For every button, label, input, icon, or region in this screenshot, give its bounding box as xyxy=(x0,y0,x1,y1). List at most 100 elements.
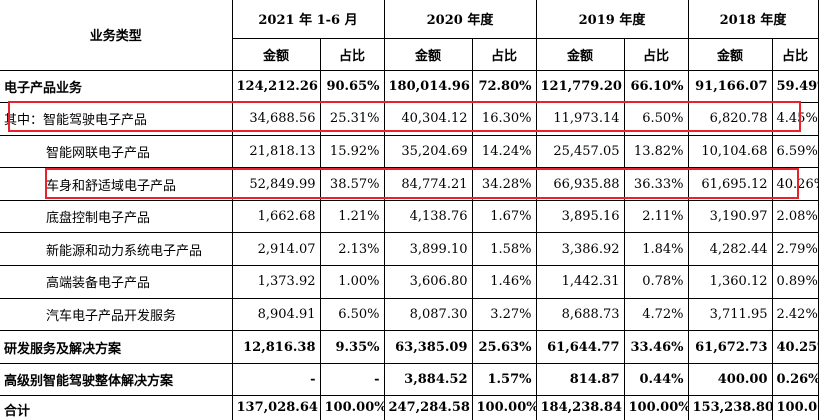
amount-cell: 137,028.64 xyxy=(231,395,321,420)
row-label-cell: 车身和舒适域电子产品 xyxy=(0,167,233,201)
ratio-cell: 38.57% xyxy=(319,167,385,201)
amount-cell: 40,304.12 xyxy=(383,102,473,136)
ratio-cell: 100.00% xyxy=(623,395,689,420)
row-label: 智能网联电子产品 xyxy=(46,145,151,161)
ratio-cell: 90.65% xyxy=(319,69,385,104)
ratio-cell: 14.24% xyxy=(471,134,537,169)
ratio-cell: 1.84% xyxy=(623,232,689,267)
amount-cell: - xyxy=(231,362,321,397)
row-prefix: 其中： xyxy=(4,113,44,129)
amount-cell: 4,138.76 xyxy=(383,199,473,234)
table-row: 底盘控制电子产品 1,662.68 1.21% 4,138.76 1.67% 3,895.… xyxy=(0,199,819,234)
header-period-2019: 2019 年度 xyxy=(535,0,689,39)
ratio-cell: 15.92% xyxy=(319,134,385,169)
ratio-cell: 66.10% xyxy=(623,69,689,104)
ratio-cell: 100.00% xyxy=(471,395,537,420)
table-row: 其中：智能驾驶电子产品 34,688.56 25.31% 40,304.12 16.30… xyxy=(0,102,819,136)
row-label: 车身和舒适域电子产品 xyxy=(46,178,177,194)
amount-cell: 247,284.58 xyxy=(383,395,473,420)
amount-cell: 184,238.84 xyxy=(535,395,625,420)
row-label: 高级别智能驾驶整体解决方案 xyxy=(4,374,174,390)
ratio-cell: 34.28% xyxy=(471,167,537,201)
ratio-cell: 59.49% xyxy=(771,69,819,104)
header-ratio-0: 占比 xyxy=(319,37,385,71)
row-label-cell: 汽车电子产品开发服务 xyxy=(0,297,233,332)
amount-cell: 121,779.20 xyxy=(535,69,625,104)
ratio-cell: 1.58% xyxy=(471,232,537,267)
ratio-cell: 1.46% xyxy=(471,265,537,299)
ratio-cell: 2.11% xyxy=(623,199,689,234)
row-label-cell: 底盘控制电子产品 xyxy=(0,199,233,234)
row-label: 智能驾驶电子产品 xyxy=(43,113,148,129)
amount-cell: 66,935.88 xyxy=(535,167,625,201)
amount-cell: 400.00 xyxy=(687,362,773,397)
table-row: 高级别智能驾驶整体解决方案 - -3,884.52 1.57% 814.87 0.44% 4… xyxy=(0,362,819,397)
amount-cell: 25,457.05 xyxy=(535,134,625,169)
ratio-cell: 4.72% xyxy=(623,297,689,332)
amount-cell: 10,104.68 xyxy=(687,134,773,169)
ratio-cell: 25.31% xyxy=(319,102,385,136)
amount-cell: 1,373.92 xyxy=(231,265,321,299)
header-amount-1: 金额 xyxy=(383,37,473,71)
row-label-cell: 其中：智能驾驶电子产品 xyxy=(0,102,233,136)
row-label: 新能源和动力系统电子产品 xyxy=(46,243,203,259)
ratio-cell: 3.27% xyxy=(471,297,537,332)
amount-cell: 6,820.78 xyxy=(687,102,773,136)
row-label: 研发服务及解决方案 xyxy=(4,341,122,357)
amount-cell: 8,087.30 xyxy=(383,297,473,332)
header-amount-2: 金额 xyxy=(535,37,625,71)
amount-cell: 4,282.44 xyxy=(687,232,773,267)
row-label: 底盘控制电子产品 xyxy=(46,211,151,227)
ratio-cell: 2.42% xyxy=(771,297,819,332)
amount-cell: 124,212.26 xyxy=(231,69,321,104)
table-row: 新能源和动力系统电子产品 2,914.07 2.13% 3,899.10 1.58% 3,… xyxy=(0,232,819,267)
ratio-cell: 33.46% xyxy=(623,330,689,364)
table-row: 研发服务及解决方案 12,816.38 9.35% 63,385.09 25.63% 61… xyxy=(0,330,819,364)
row-label-cell: 研发服务及解决方案 xyxy=(0,330,233,364)
ratio-cell: 6.50% xyxy=(319,297,385,332)
ratio-cell: 9.35% xyxy=(319,330,385,364)
amount-cell: 814.87 xyxy=(535,362,625,397)
ratio-cell: 100.00% xyxy=(771,395,819,420)
row-label: 汽车电子产品开发服务 xyxy=(46,308,177,324)
amount-cell: 3,884.52 xyxy=(383,362,473,397)
table-row: 智能网联电子产品 21,818.13 15.92% 35,204.69 14.24% 25… xyxy=(0,134,819,169)
ratio-cell: 16.30% xyxy=(471,102,537,136)
ratio-cell: 6.50% xyxy=(623,102,689,136)
header-amount-0: 金额 xyxy=(231,37,321,71)
amount-cell: 52,849.99 xyxy=(231,167,321,201)
table-row: 电子产品业务 124,212.26 90.65% 180,014.96 72.80% 12… xyxy=(0,69,819,104)
table-row: 合计 137,028.64 100.00% 247,284.58 100.00% 184,… xyxy=(0,395,819,420)
ratio-cell: 100.00% xyxy=(319,395,385,420)
row-label-cell: 高级别智能驾驶整体解决方案 xyxy=(0,362,233,397)
amount-cell: 1,442.31 xyxy=(535,265,625,299)
table-row: 高端装备电子产品 1,373.92 1.00% 3,606.80 1.46% 1,442.… xyxy=(0,265,819,299)
row-label: 合计 xyxy=(4,404,31,420)
header-ratio-2: 占比 xyxy=(623,37,689,71)
ratio-cell: 25.63% xyxy=(471,330,537,364)
ratio-cell: 13.82% xyxy=(623,134,689,169)
row-label: 电子产品业务 xyxy=(4,80,83,96)
ratio-cell: 1.67% xyxy=(471,199,537,234)
amount-cell: 63,385.09 xyxy=(383,330,473,364)
row-label-cell: 电子产品业务 xyxy=(0,69,233,104)
ratio-cell: 6.59% xyxy=(771,134,819,169)
row-label-cell: 合计 xyxy=(0,395,233,420)
amount-cell: 61,695.12 xyxy=(687,167,773,201)
row-label-cell: 新能源和动力系统电子产品 xyxy=(0,232,233,267)
ratio-cell: 36.33% xyxy=(623,167,689,201)
amount-cell: 91,166.07 xyxy=(687,69,773,104)
row-label-cell: 高端装备电子产品 xyxy=(0,265,233,299)
amount-cell: 84,774.21 xyxy=(383,167,473,201)
amount-cell: 3,711.95 xyxy=(687,297,773,332)
ratio-cell: 2.79% xyxy=(771,232,819,267)
ratio-cell: 0.44% xyxy=(623,362,689,397)
row-label-cell: 智能网联电子产品 xyxy=(0,134,233,169)
header-ratio-1: 占比 xyxy=(471,37,537,71)
amount-cell: 153,238.80 xyxy=(687,395,773,420)
ratio-cell: 0.26% xyxy=(771,362,819,397)
amount-cell: 61,644.77 xyxy=(535,330,625,364)
ratio-cell: 0.78% xyxy=(623,265,689,299)
amount-cell: 8,688.73 xyxy=(535,297,625,332)
ratio-cell: 2.13% xyxy=(319,232,385,267)
